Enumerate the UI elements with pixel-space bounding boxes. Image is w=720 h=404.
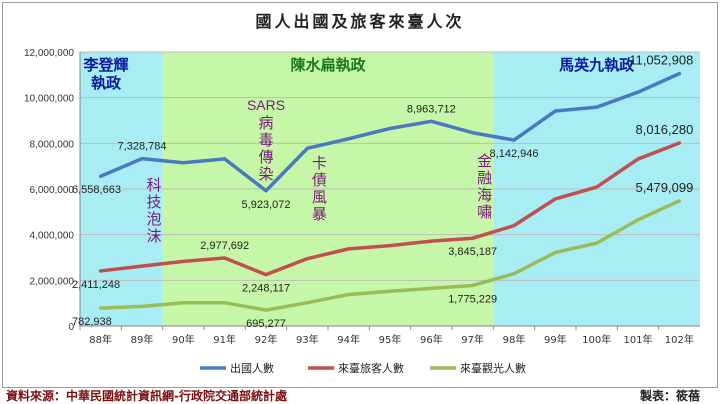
data-label: 1,775,229 bbox=[448, 293, 497, 305]
annotation-char: 染 bbox=[258, 165, 273, 183]
annotation-char: 傳 bbox=[258, 148, 273, 166]
series-line-1 bbox=[98, 141, 682, 277]
y-tick-label: 12,000,000 bbox=[24, 48, 74, 59]
data-label: 6,558,663 bbox=[72, 184, 121, 196]
annotation-char: 毒 bbox=[258, 131, 273, 149]
data-label: 2,977,692 bbox=[200, 240, 249, 252]
series-line-0 bbox=[98, 71, 682, 193]
legend-label: 出國人數 bbox=[230, 361, 274, 375]
data-label: 7,328,784 bbox=[118, 141, 167, 153]
annotation-char: 科 bbox=[146, 176, 161, 194]
y-tick-label: 4,000,000 bbox=[30, 231, 75, 242]
footer: 資料來源：中華民國統計資訊網-行政院交通部統計處 製表：筱蓓 bbox=[0, 387, 720, 403]
annotation-char: 嘯 bbox=[477, 203, 492, 221]
annotation-char: 海 bbox=[477, 186, 492, 204]
legend-label: 來臺觀光人數 bbox=[460, 361, 526, 375]
y-tick-label: 2,000,000 bbox=[30, 276, 75, 287]
era-label: 執政 bbox=[91, 74, 122, 92]
era-label: 馬英九執政 bbox=[559, 56, 635, 74]
y-tick-label: 6,000,000 bbox=[30, 185, 75, 196]
x-tick-label: 101年 bbox=[623, 333, 652, 346]
data-label: 695,277 bbox=[246, 318, 286, 330]
chart-title: 國人出國及旅客來臺人次 bbox=[255, 12, 465, 31]
data-label: 2,248,117 bbox=[242, 283, 290, 295]
annotation-char: 債 bbox=[312, 171, 327, 189]
annotation-char: 金 bbox=[477, 152, 492, 170]
x-tick-label: 100年 bbox=[582, 333, 611, 346]
series-line-2 bbox=[98, 199, 682, 312]
data-label: 8,142,946 bbox=[490, 148, 539, 160]
annotation-char: 沫 bbox=[146, 227, 161, 245]
data-label: 5,923,072 bbox=[242, 199, 291, 211]
data-label: 5,479,099 bbox=[635, 180, 693, 195]
data-label: 8,016,280 bbox=[635, 122, 693, 137]
annotation-char: 泡 bbox=[146, 210, 161, 228]
x-tick-label: 89年 bbox=[131, 333, 154, 346]
annotation-char: 技 bbox=[146, 193, 161, 211]
era-label: 李登輝 bbox=[82, 56, 128, 74]
era-label: 陳水扁執政 bbox=[290, 56, 366, 74]
annotation-char: 卡 bbox=[312, 154, 327, 172]
x-tick-label: 95年 bbox=[379, 333, 402, 346]
annotation-title: SARS bbox=[247, 97, 285, 113]
x-tick-label: 97年 bbox=[461, 333, 484, 346]
x-tick-label: 93年 bbox=[296, 333, 319, 346]
data-label: 11,052,908 bbox=[629, 53, 693, 68]
maker-note: 製表：筱蓓 bbox=[639, 389, 700, 403]
source-note: 資料來源：中華民國統計資訊網-行政院交通部統計處 bbox=[6, 389, 287, 403]
annotation-char: 風 bbox=[312, 188, 327, 206]
data-label: 8,963,712 bbox=[407, 103, 456, 115]
x-tick-label: 99年 bbox=[544, 333, 567, 346]
y-tick-label: 0 bbox=[68, 322, 74, 333]
legend-label: 來臺旅客人數 bbox=[338, 361, 404, 375]
data-label: 2,411,248 bbox=[72, 279, 120, 291]
x-tick-label: 102年 bbox=[665, 333, 694, 346]
y-tick-label: 8,000,000 bbox=[30, 139, 75, 150]
x-tick-label: 94年 bbox=[337, 333, 360, 346]
annotation-char: 病 bbox=[258, 114, 273, 132]
y-tick-label: 10,000,000 bbox=[24, 94, 74, 105]
annotation-char: 暴 bbox=[312, 205, 327, 223]
x-tick-label: 88年 bbox=[89, 333, 112, 346]
annotation-char: 融 bbox=[477, 169, 492, 187]
x-tick-label: 90年 bbox=[172, 333, 195, 346]
x-tick-label: 96年 bbox=[420, 333, 443, 346]
x-tick-label: 92年 bbox=[255, 333, 278, 346]
x-tick-label: 91年 bbox=[213, 333, 236, 346]
data-label: 782,938 bbox=[72, 316, 112, 328]
x-tick-label: 98年 bbox=[503, 333, 526, 346]
line-chart: 0 2,000,000 4,000,000 6,000,000 8,000,000 10,… bbox=[24, 48, 700, 375]
data-label: 3,845,187 bbox=[448, 246, 497, 258]
